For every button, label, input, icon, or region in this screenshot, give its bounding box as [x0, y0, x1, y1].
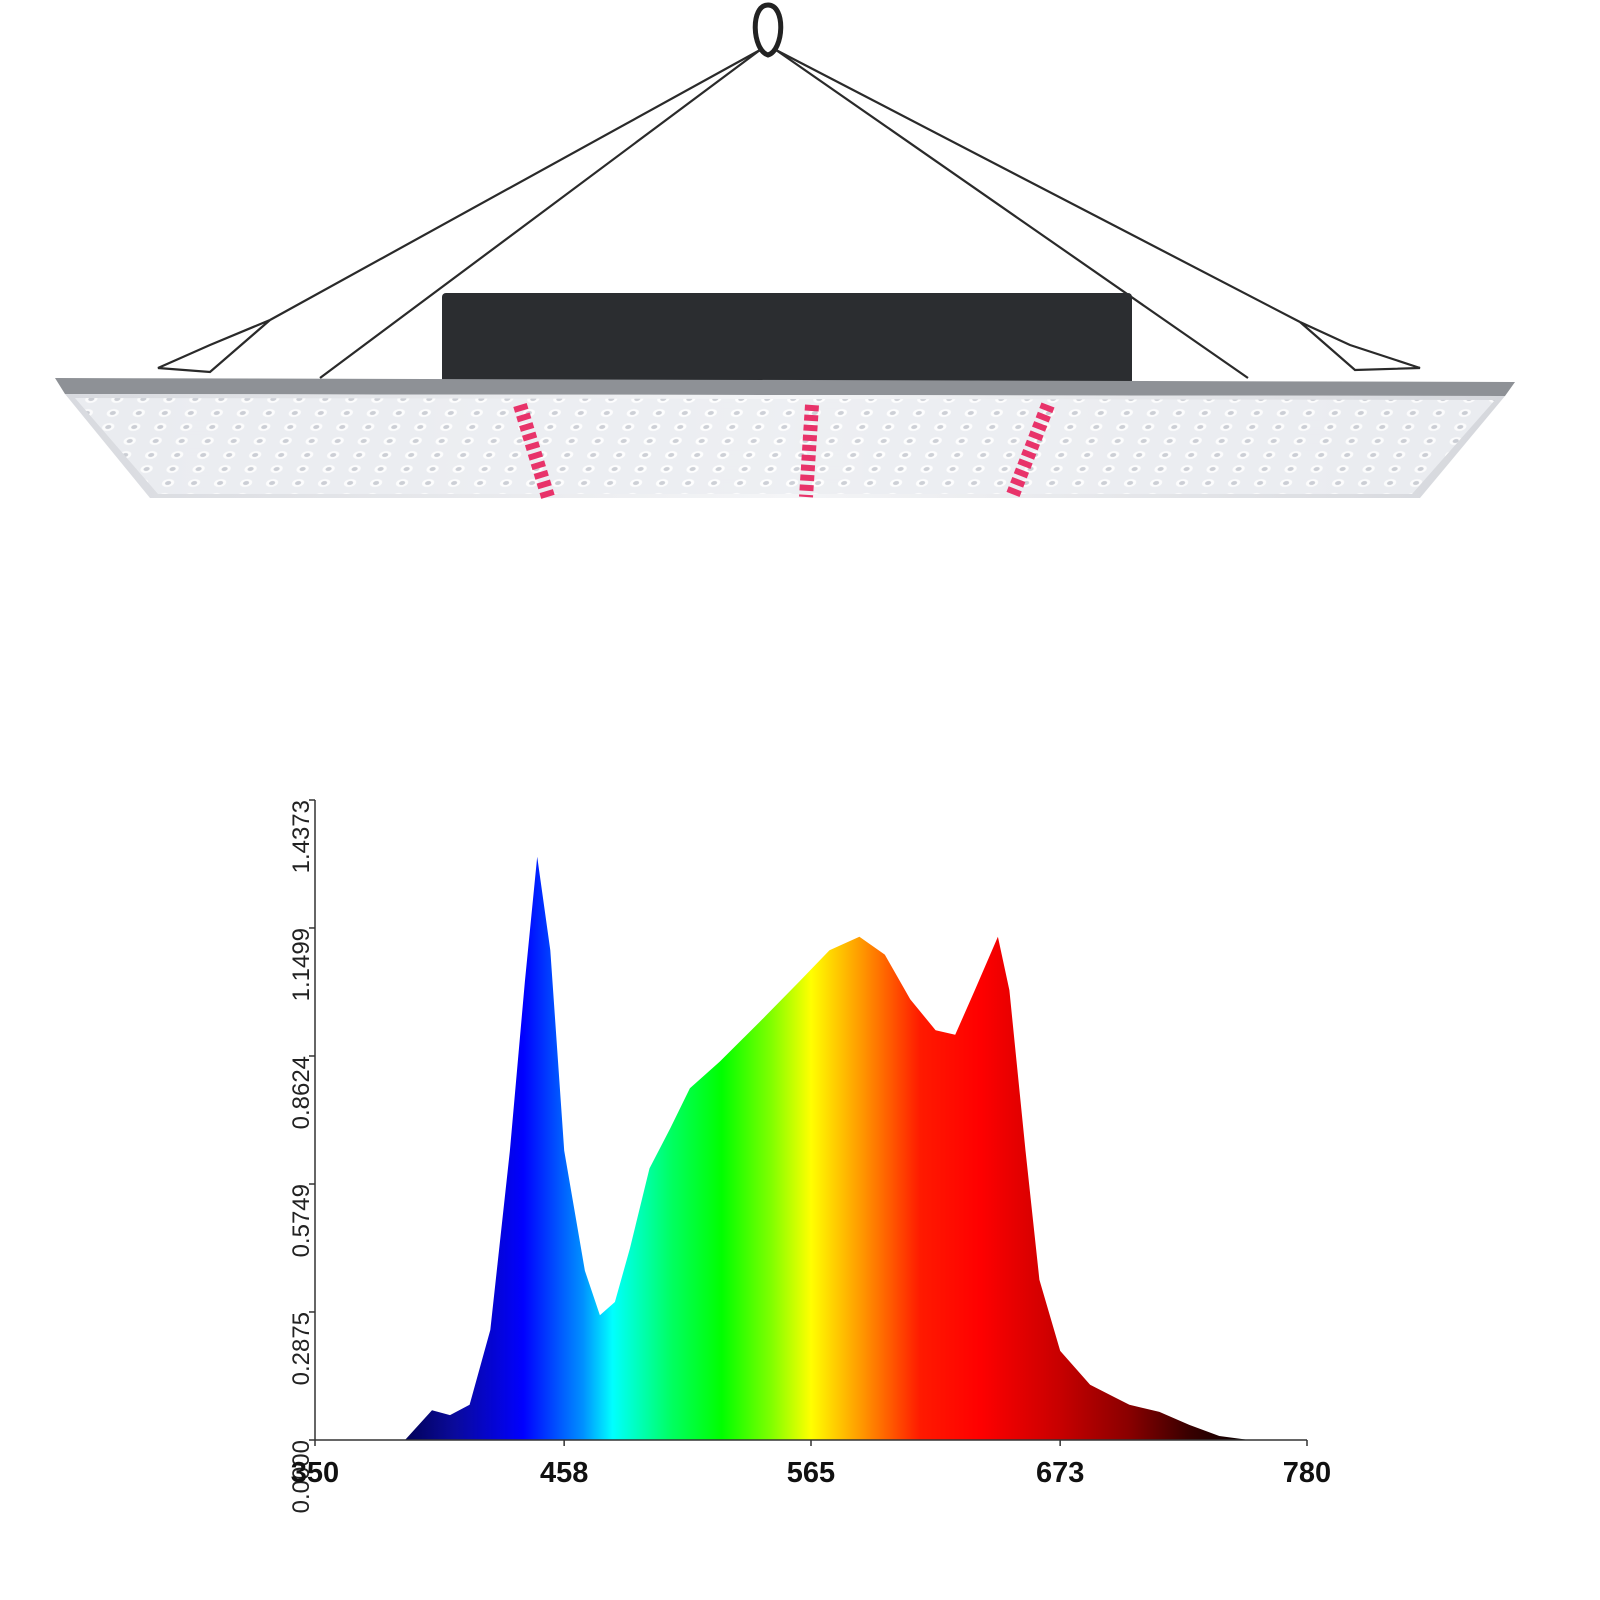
y-tick-label: 0.2875 — [288, 1312, 315, 1385]
y-tick-label: 0.0000 — [288, 1440, 315, 1513]
hanger-hook — [752, 2, 784, 58]
y-tick-label: 1.1499 — [288, 928, 315, 1001]
grow-light — [55, 2, 1515, 500]
y-tick-label: 0.8624 — [288, 1056, 315, 1129]
x-tick-label: 565 — [787, 1457, 835, 1489]
driver-box — [442, 293, 1132, 385]
led-array — [75, 398, 1495, 494]
red-leds — [513, 402, 1055, 500]
x-tick-label: 458 — [540, 1457, 588, 1489]
spectrum-area — [404, 856, 1250, 1440]
y-tick-label: 0.5749 — [288, 1184, 315, 1257]
x-tick-label: 350 — [291, 1457, 339, 1489]
panel-frame — [55, 378, 1515, 396]
x-tick-label: 780 — [1283, 1457, 1331, 1489]
x-tick-label: 673 — [1036, 1457, 1084, 1489]
wires — [157, 49, 1421, 379]
y-tick-label: 1.4373 — [288, 800, 315, 873]
